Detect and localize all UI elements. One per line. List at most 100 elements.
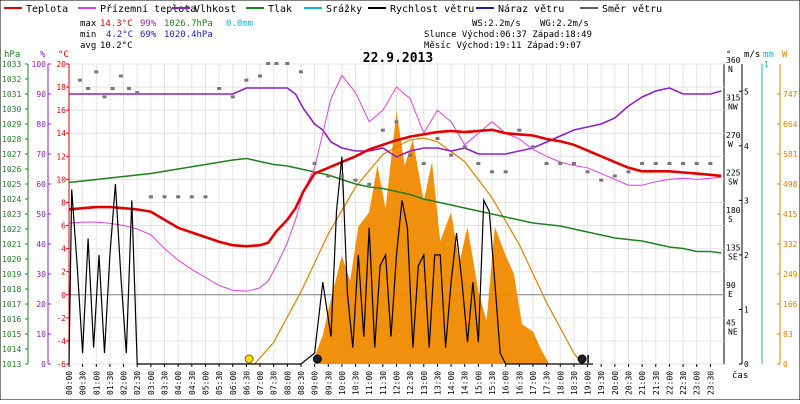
- hum-tick-label: 70: [36, 150, 46, 159]
- dir-tick-degrees: 135: [726, 244, 741, 253]
- stats-max-rain: 0.0mm: [226, 19, 253, 29]
- dir-tick-degrees: 45: [726, 319, 736, 328]
- temp-tick-label: 8: [61, 198, 66, 207]
- hum-unit-label: %: [40, 50, 46, 60]
- hpa-tick-label: 1014: [2, 345, 21, 354]
- hpa-tick-label: 1023: [2, 210, 21, 219]
- hpa-tick-label: 1027: [2, 150, 21, 159]
- wind-direction-point: [694, 162, 699, 165]
- temp-tick-label: 6: [61, 222, 66, 231]
- wind-direction-point: [571, 162, 576, 165]
- x-tick-label: 21:00: [638, 371, 647, 395]
- x-tick-label: 09:30: [324, 371, 333, 395]
- mm-tick-label: 1: [764, 60, 769, 69]
- x-tick-label: 15:00: [474, 371, 483, 395]
- dir-tick-degrees: 180: [726, 206, 741, 215]
- ms-unit-label: m/s: [744, 50, 760, 60]
- wind-direction-point: [367, 182, 372, 186]
- stats-min-hum: 69%: [140, 30, 157, 40]
- w-tick-label: 747: [783, 90, 798, 99]
- stats-min-press: 1020.4hPa: [164, 30, 213, 40]
- temp-tick-label: 2: [61, 268, 66, 277]
- w-tick-label: 249: [783, 270, 798, 279]
- x-tick-label: 13:00: [420, 371, 429, 395]
- wind-direction-point: [462, 145, 467, 149]
- x-tick-label: 02:00: [120, 371, 129, 395]
- wind-direction-point: [517, 128, 522, 132]
- dir-tick-degrees: 270: [726, 131, 741, 140]
- x-tick-label: 11:30: [379, 371, 388, 395]
- x-tick-label: 16:30: [515, 371, 524, 395]
- wind-direction-point: [110, 87, 115, 90]
- legend-label-tlak: Tlak: [268, 4, 292, 15]
- x-tick-label: 05:30: [215, 371, 224, 395]
- legend-label-prizemni-teplota: Přízemní teplota: [100, 3, 196, 15]
- x-axis: 00:00 00:30 01:00 01:30 02:00 02:30 03:00 03:30…: [65, 364, 715, 395]
- x-tick-label: 17:00: [529, 371, 538, 395]
- series-humidity: [69, 87, 722, 158]
- x-tick-label: 02:30: [133, 371, 142, 395]
- dir-tick-name: S: [728, 215, 733, 224]
- temp-tick-label: 10: [56, 175, 66, 184]
- temp-tick-label: 20: [56, 60, 66, 69]
- info-block: WS:2.2m/s WG:2.2m/s Slunce Východ:06:37 …: [424, 19, 592, 51]
- dir-tick-name: NE: [728, 328, 738, 337]
- wind-direction-point: [339, 174, 344, 178]
- x-tick-label: 09:00: [311, 371, 320, 395]
- x-tick-label: 23:30: [706, 371, 715, 395]
- dir-tick-degrees: 225: [726, 169, 741, 178]
- temp-tick-label: 4: [61, 245, 66, 254]
- hpa-unit-label: hPa: [4, 50, 20, 60]
- temp-tick-label: 18: [56, 83, 66, 92]
- x-tick-label: 23:00: [693, 371, 702, 395]
- hpa-tick-label: 1025: [2, 180, 21, 189]
- ms-tick-label: 2: [744, 251, 749, 260]
- wind-direction-point: [599, 178, 604, 182]
- wind-direction-point: [708, 162, 713, 165]
- hpa-tick-label: 1013: [2, 360, 21, 369]
- wind-direction-point: [394, 120, 399, 124]
- w-tick-label: 332: [783, 240, 798, 249]
- x-tick-label: 06:30: [242, 371, 251, 395]
- moonrise-marker-icon: [577, 354, 587, 364]
- w-tick-label: 498: [783, 180, 798, 189]
- x-tick-label: 22:00: [665, 371, 674, 395]
- wind-direction-point: [176, 195, 181, 199]
- sunrise-marker-icon: [244, 354, 254, 364]
- x-tick-label: 17:30: [543, 371, 552, 395]
- hpa-tick-label: 1033: [2, 60, 21, 69]
- w-tick-label: 166: [783, 300, 798, 309]
- hum-tick-label: 10: [36, 330, 46, 339]
- wind-direction-point: [640, 162, 645, 165]
- x-tick-label: 06:00: [229, 371, 238, 395]
- ms-tick-label: 5: [744, 87, 749, 96]
- wind-direction-point: [408, 153, 413, 157]
- stats-min-label: min: [80, 30, 96, 40]
- series-solar-theoretical: [254, 137, 583, 365]
- x-tick-label: 21:30: [652, 371, 661, 395]
- wind-direction-point: [189, 195, 194, 199]
- wind-direction-point: [326, 174, 331, 178]
- dir-tick-degrees: 360: [726, 56, 741, 65]
- temp-unit-label: °C: [58, 50, 69, 60]
- hpa-tick-label: 1026: [2, 165, 21, 174]
- temp-tick-label: -4: [56, 337, 66, 346]
- wind-direction-point: [77, 78, 82, 82]
- info-moon: Měsíc Východ:19:11 Západ:9:07: [424, 41, 581, 51]
- w-tick-label: 415: [783, 210, 798, 219]
- hum-tick-label: 60: [36, 180, 46, 189]
- dir-unit-label: °: [726, 50, 731, 60]
- dir-tick-degrees: 90: [726, 281, 736, 290]
- x-tick-label: 01:00: [92, 371, 101, 395]
- wind-direction-point: [490, 170, 495, 174]
- dir-tick-name: E: [728, 290, 733, 299]
- wind-direction-point: [230, 95, 235, 99]
- wind-direction-point: [612, 174, 617, 178]
- wind-direction-point: [353, 178, 358, 182]
- wind-direction-point: [118, 74, 123, 78]
- ms-tick-label: 3: [744, 196, 749, 205]
- hpa-tick-label: 1024: [2, 195, 21, 204]
- hum-tick-label: 20: [36, 300, 46, 309]
- x-tick-label: 04:30: [188, 371, 197, 395]
- hum-tick-label: 40: [36, 240, 46, 249]
